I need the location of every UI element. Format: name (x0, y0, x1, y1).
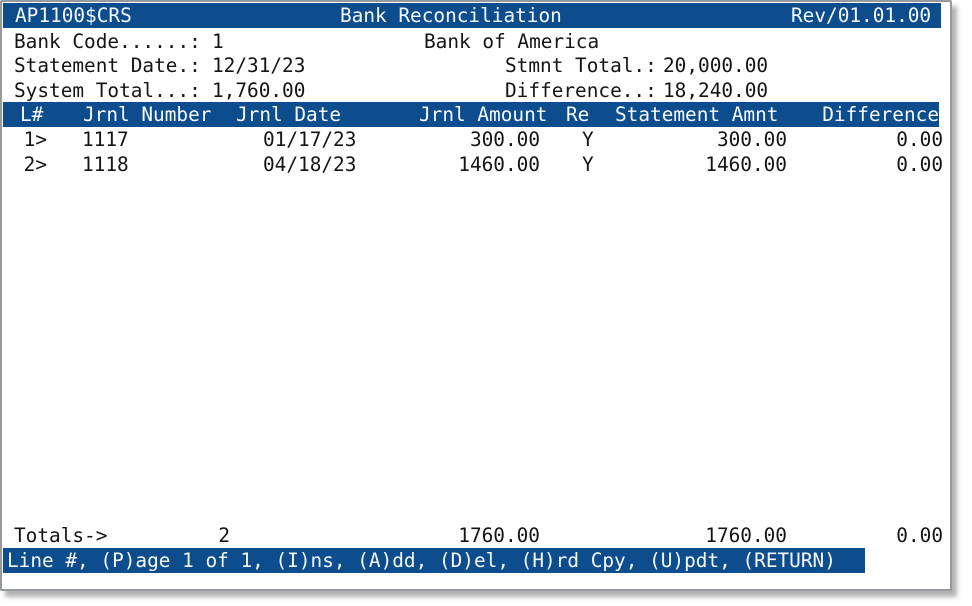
statement-date-value[interactable]: 12/31/23 (212, 54, 306, 77)
bank-code-value[interactable]: 1 (212, 30, 224, 53)
row-statement-amnt: 300.00 (716, 128, 787, 151)
table-row[interactable]: 2> 1118 04/18/23 1460.00 Y 1460.00 0.00 (2, 152, 950, 177)
bank-reconciliation-window: AP1100$CRS Bank Reconciliation Rev/01.01… (0, 0, 952, 591)
row-jrnl-amount: 1460.00 (458, 153, 540, 176)
bank-code-label: Bank Code......: (14, 30, 201, 53)
row-difference: 0.00 (896, 128, 943, 151)
col-header-statement-amnt: Statement Amnt (615, 103, 779, 126)
row-statement-amnt: 1460.00 (705, 153, 787, 176)
statement-date-line: Statement Date.: 12/31/23 Stmnt Total.: … (2, 53, 950, 78)
statement-date-label: Statement Date.: (14, 54, 201, 77)
col-header-jrnl-amount: Jrnl Amount (419, 103, 548, 126)
system-total-value: 1,760.00 (212, 79, 306, 102)
row-reconciled-flag[interactable]: Y (582, 128, 594, 151)
totals-row: Totals-> 2 1760.00 1760.00 0.00 (2, 523, 950, 548)
command-bar-text[interactable]: Line #, (P)age 1 of 1, (I)ns, (A)dd, (D)… (7, 549, 836, 572)
totals-jrnl-amount: 1760.00 (458, 524, 540, 547)
col-header-jrnl-date: Jrnl Date (236, 103, 342, 126)
row-jrnl-number: 1118 (82, 153, 129, 176)
table-row[interactable]: 1> 1117 01/17/23 300.00 Y 300.00 0.00 (2, 127, 950, 152)
system-total-line: System Total...: 1,760.00 Difference..: … (2, 78, 950, 103)
title-bar: AP1100$CRS Bank Reconciliation Rev/01.01… (3, 3, 941, 28)
app-code: AP1100$CRS (15, 4, 132, 27)
totals-statement-amnt: 1760.00 (705, 524, 787, 547)
totals-label: Totals-> (14, 524, 108, 547)
revision-label: Rev/01.01.00 (791, 4, 932, 27)
row-line-number[interactable]: 1> (23, 128, 47, 151)
table-header-bar: L# Jrnl Number Jrnl Date Jrnl Amount Re … (3, 102, 939, 127)
col-header-difference: Difference (822, 103, 939, 126)
row-jrnl-amount: 300.00 (469, 128, 540, 151)
col-header-line: L# (20, 103, 44, 126)
totals-difference: 0.00 (896, 524, 943, 547)
system-total-label: System Total...: (14, 79, 201, 102)
row-jrnl-number: 1117 (82, 128, 129, 151)
window-title: Bank Reconciliation (340, 4, 562, 27)
difference-label: Difference..: (505, 79, 657, 102)
col-header-re: Re (566, 103, 590, 126)
bank-name: Bank of America (424, 30, 600, 53)
bank-code-line: Bank Code......: 1 Bank of America (2, 29, 950, 54)
difference-value: 18,240.00 (663, 79, 769, 102)
row-jrnl-date: 04/18/23 (263, 153, 357, 176)
row-line-number[interactable]: 2> (23, 153, 47, 176)
row-jrnl-date: 01/17/23 (263, 128, 357, 151)
row-difference: 0.00 (896, 153, 943, 176)
row-reconciled-flag[interactable]: Y (582, 153, 594, 176)
command-bar[interactable]: Line #, (P)age 1 of 1, (I)ns, (A)dd, (D)… (3, 548, 865, 573)
stmnt-total-value[interactable]: 20,000.00 (663, 54, 769, 77)
totals-count: 2 (218, 524, 230, 547)
stmnt-total-label: Stmnt Total.: (505, 54, 657, 77)
col-header-jrnl-number: Jrnl Number (83, 103, 212, 126)
